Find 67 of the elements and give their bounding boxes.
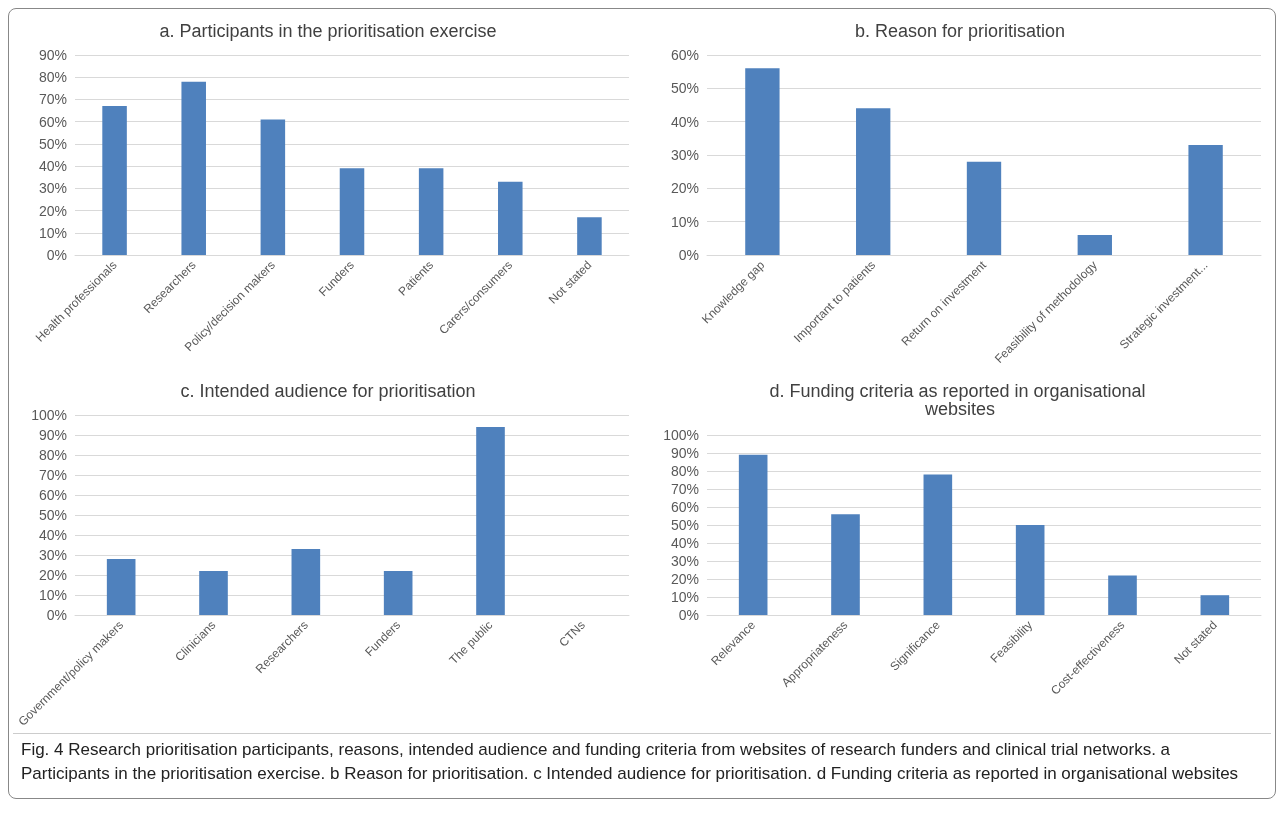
bar — [856, 108, 891, 255]
y-tick-label: 50% — [670, 80, 699, 97]
caption: Fig. 4 Research prioritisation participants, reasons, intended audience and funding criteria from websites of research funders and clinical trial networks. a Participants in the prioritisation exercise. b Reason for prioritisation. c Intended audience for prioritisation. d Funding criteria as reported in organisational websites — [13, 733, 1271, 790]
y-tick-label: 0% — [46, 247, 67, 263]
y-tick-label: 70% — [38, 91, 67, 108]
chart-title: a. Participants in the prioritisation exercise — [159, 21, 497, 41]
bar — [102, 106, 127, 255]
bar — [260, 119, 286, 255]
bar — [1188, 145, 1223, 255]
y-tick-label: 60% — [670, 499, 699, 515]
y-tick-label: 80% — [670, 463, 699, 479]
chart-title: b. Reason for prioritisation — [854, 21, 1066, 41]
bar — [476, 427, 505, 615]
y-tick-label: 90% — [38, 427, 67, 443]
bar — [1077, 235, 1112, 255]
y-tick-label: 90% — [38, 47, 67, 63]
y-tick-label: 60% — [38, 113, 67, 130]
y-tick-label: 0% — [46, 607, 67, 623]
bar — [199, 571, 228, 615]
bar — [291, 549, 321, 615]
y-tick-label: 0% — [678, 247, 699, 263]
bar — [339, 168, 365, 255]
bar — [923, 474, 953, 615]
bar — [181, 81, 206, 255]
y-tick-label: 80% — [38, 447, 67, 463]
y-tick-label: 10% — [38, 587, 67, 603]
y-tick-label: 70% — [38, 467, 67, 483]
y-tick-label: 40% — [670, 535, 699, 551]
y-tick-label: 40% — [38, 158, 67, 175]
bar — [1015, 525, 1045, 615]
y-tick-label: 20% — [670, 571, 699, 587]
y-tick-label: 0% — [678, 607, 699, 623]
y-tick-label: 40% — [38, 527, 67, 543]
y-tick-label: 20% — [38, 567, 67, 583]
bar — [418, 168, 444, 255]
bar — [1200, 595, 1230, 615]
bar — [106, 559, 136, 615]
bar — [745, 68, 780, 255]
bar — [738, 454, 768, 615]
y-tick-label: 100% — [31, 407, 67, 423]
y-tick-label: 50% — [670, 517, 699, 533]
y-tick-label: 100% — [663, 427, 699, 443]
y-tick-label: 30% — [38, 180, 67, 197]
y-tick-label: 30% — [38, 547, 67, 563]
bar — [498, 181, 523, 255]
bar — [966, 161, 1002, 255]
y-tick-label: 60% — [670, 47, 699, 63]
y-tick-label: 70% — [670, 481, 699, 497]
y-tick-label: 50% — [38, 135, 67, 152]
chart-title: d. Funding criteria as reported in organisational websites — [769, 381, 1151, 419]
bar — [831, 514, 860, 615]
y-tick-label: 90% — [670, 445, 699, 461]
y-tick-label: 30% — [670, 553, 699, 569]
bar — [383, 571, 413, 615]
y-tick-label: 20% — [670, 180, 699, 197]
y-tick-label: 30% — [670, 147, 699, 163]
y-tick-label: 40% — [670, 113, 699, 130]
y-tick-label: 10% — [670, 589, 699, 605]
bar — [1108, 575, 1137, 615]
y-tick-label: 10% — [38, 224, 67, 241]
y-tick-label: 80% — [38, 69, 67, 86]
y-tick-label: 50% — [38, 507, 67, 523]
chart-title: c. Intended audience for prioritisation — [180, 381, 476, 401]
y-tick-label: 10% — [670, 213, 699, 230]
y-tick-label: 60% — [38, 487, 67, 503]
bar — [577, 217, 602, 255]
y-tick-label: 20% — [38, 202, 67, 219]
